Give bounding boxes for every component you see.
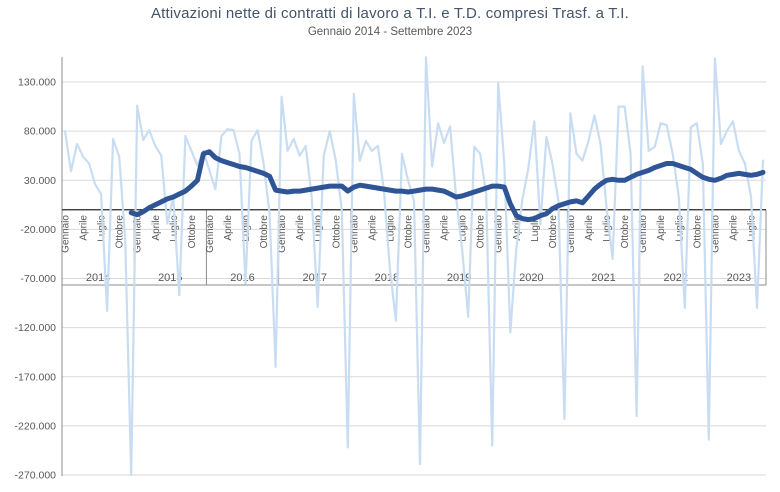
x-year-label: 2021 (591, 272, 615, 284)
chart-title: Attivazioni nette di contratti di lavoro… (150, 5, 630, 22)
x-month-tick-label: Luglio (241, 215, 252, 242)
x-month-tick-label: Luglio (602, 215, 613, 242)
x-year-label: 2017 (302, 272, 326, 284)
x-year-label: 2022 (664, 272, 688, 284)
x-month-tick-label: Ottobre (548, 215, 559, 249)
x-year-label: 2020 (519, 272, 543, 284)
axis-frame (61, 57, 767, 476)
x-month-tick-label: Aprile (656, 215, 667, 241)
x-month-labels: Gennaio Aprile Luglio Ottobre Gennaio Aprile L… (61, 215, 758, 253)
x-month-tick-label: Gennaio (205, 215, 216, 253)
x-month-tick-label: Aprile (584, 215, 595, 241)
x-month-tick-label: Aprile (79, 215, 90, 241)
x-month-tick-label: Aprile (367, 215, 378, 241)
x-month-tick-label: Ottobre (187, 215, 198, 249)
chart-subtitle: Gennaio 2014 - Settembre 2023 (307, 26, 473, 38)
x-month-tick-label: Ottobre (331, 215, 342, 249)
y-axis-labels: 130.000 80.000 30.000 -20.000 -70.000 -120.00… (15, 77, 57, 482)
x-month-tick-label: Aprile (512, 215, 523, 241)
x-month-tick-label: Ottobre (692, 215, 703, 249)
x-month-tick-label: Ottobre (476, 215, 487, 249)
x-year-label: 2016 (230, 272, 254, 284)
x-month-tick-label: Gennaio (422, 215, 433, 253)
x-month-tick-label: Gennaio (61, 215, 72, 253)
y-gridlines (62, 81, 766, 476)
x-month-tick-label: Luglio (458, 215, 469, 242)
y-tick-label: -270.000 (15, 470, 57, 482)
y-tick-label: 130.000 (18, 77, 56, 89)
x-month-tick-label: Gennaio (494, 215, 505, 253)
x-year-label: 2023 (727, 272, 751, 284)
x-year-label: 2018 (375, 272, 399, 284)
x-month-tick-label: Aprile (440, 215, 451, 241)
y-tick-label: -120.000 (15, 322, 57, 334)
x-month-tick-label: Aprile (223, 215, 234, 241)
x-month-tick-label: Ottobre (620, 215, 631, 249)
x-month-tick-label: Aprile (728, 215, 739, 241)
trend-series-line (128, 149, 766, 223)
x-year-label: 2015 (158, 272, 182, 284)
y-tick-label: 80.000 (24, 126, 56, 138)
monthly-series-line (63, 56, 765, 477)
y-tick-label: 30.000 (24, 175, 56, 187)
x-month-tick-label: Luglio (313, 215, 324, 242)
x-month-tick-label: Aprile (295, 215, 306, 241)
x-month-tick-label: Luglio (385, 215, 396, 242)
x-month-tick-label: Gennaio (566, 215, 577, 253)
x-month-tick-label: Ottobre (115, 215, 126, 249)
x-month-tick-label: Ottobre (259, 215, 270, 249)
x-month-tick-label: Gennaio (349, 215, 360, 253)
x-month-tick-label: Gennaio (133, 215, 144, 253)
x-month-tick-label: Gennaio (710, 215, 721, 253)
x-month-tick-label: Luglio (530, 215, 541, 242)
y-tick-label: -70.000 (20, 273, 56, 285)
y-tick-label: -170.000 (15, 371, 57, 383)
y-tick-label: -20.000 (20, 224, 56, 236)
x-month-tick-label: Aprile (151, 215, 162, 241)
x-month-tick-label: Gennaio (277, 215, 288, 253)
x-month-tick-label: Ottobre (403, 215, 414, 249)
x-year-label: 2019 (447, 272, 471, 284)
x-month-tick-label: Gennaio (638, 215, 649, 253)
y-tick-label: -220.000 (15, 420, 57, 432)
